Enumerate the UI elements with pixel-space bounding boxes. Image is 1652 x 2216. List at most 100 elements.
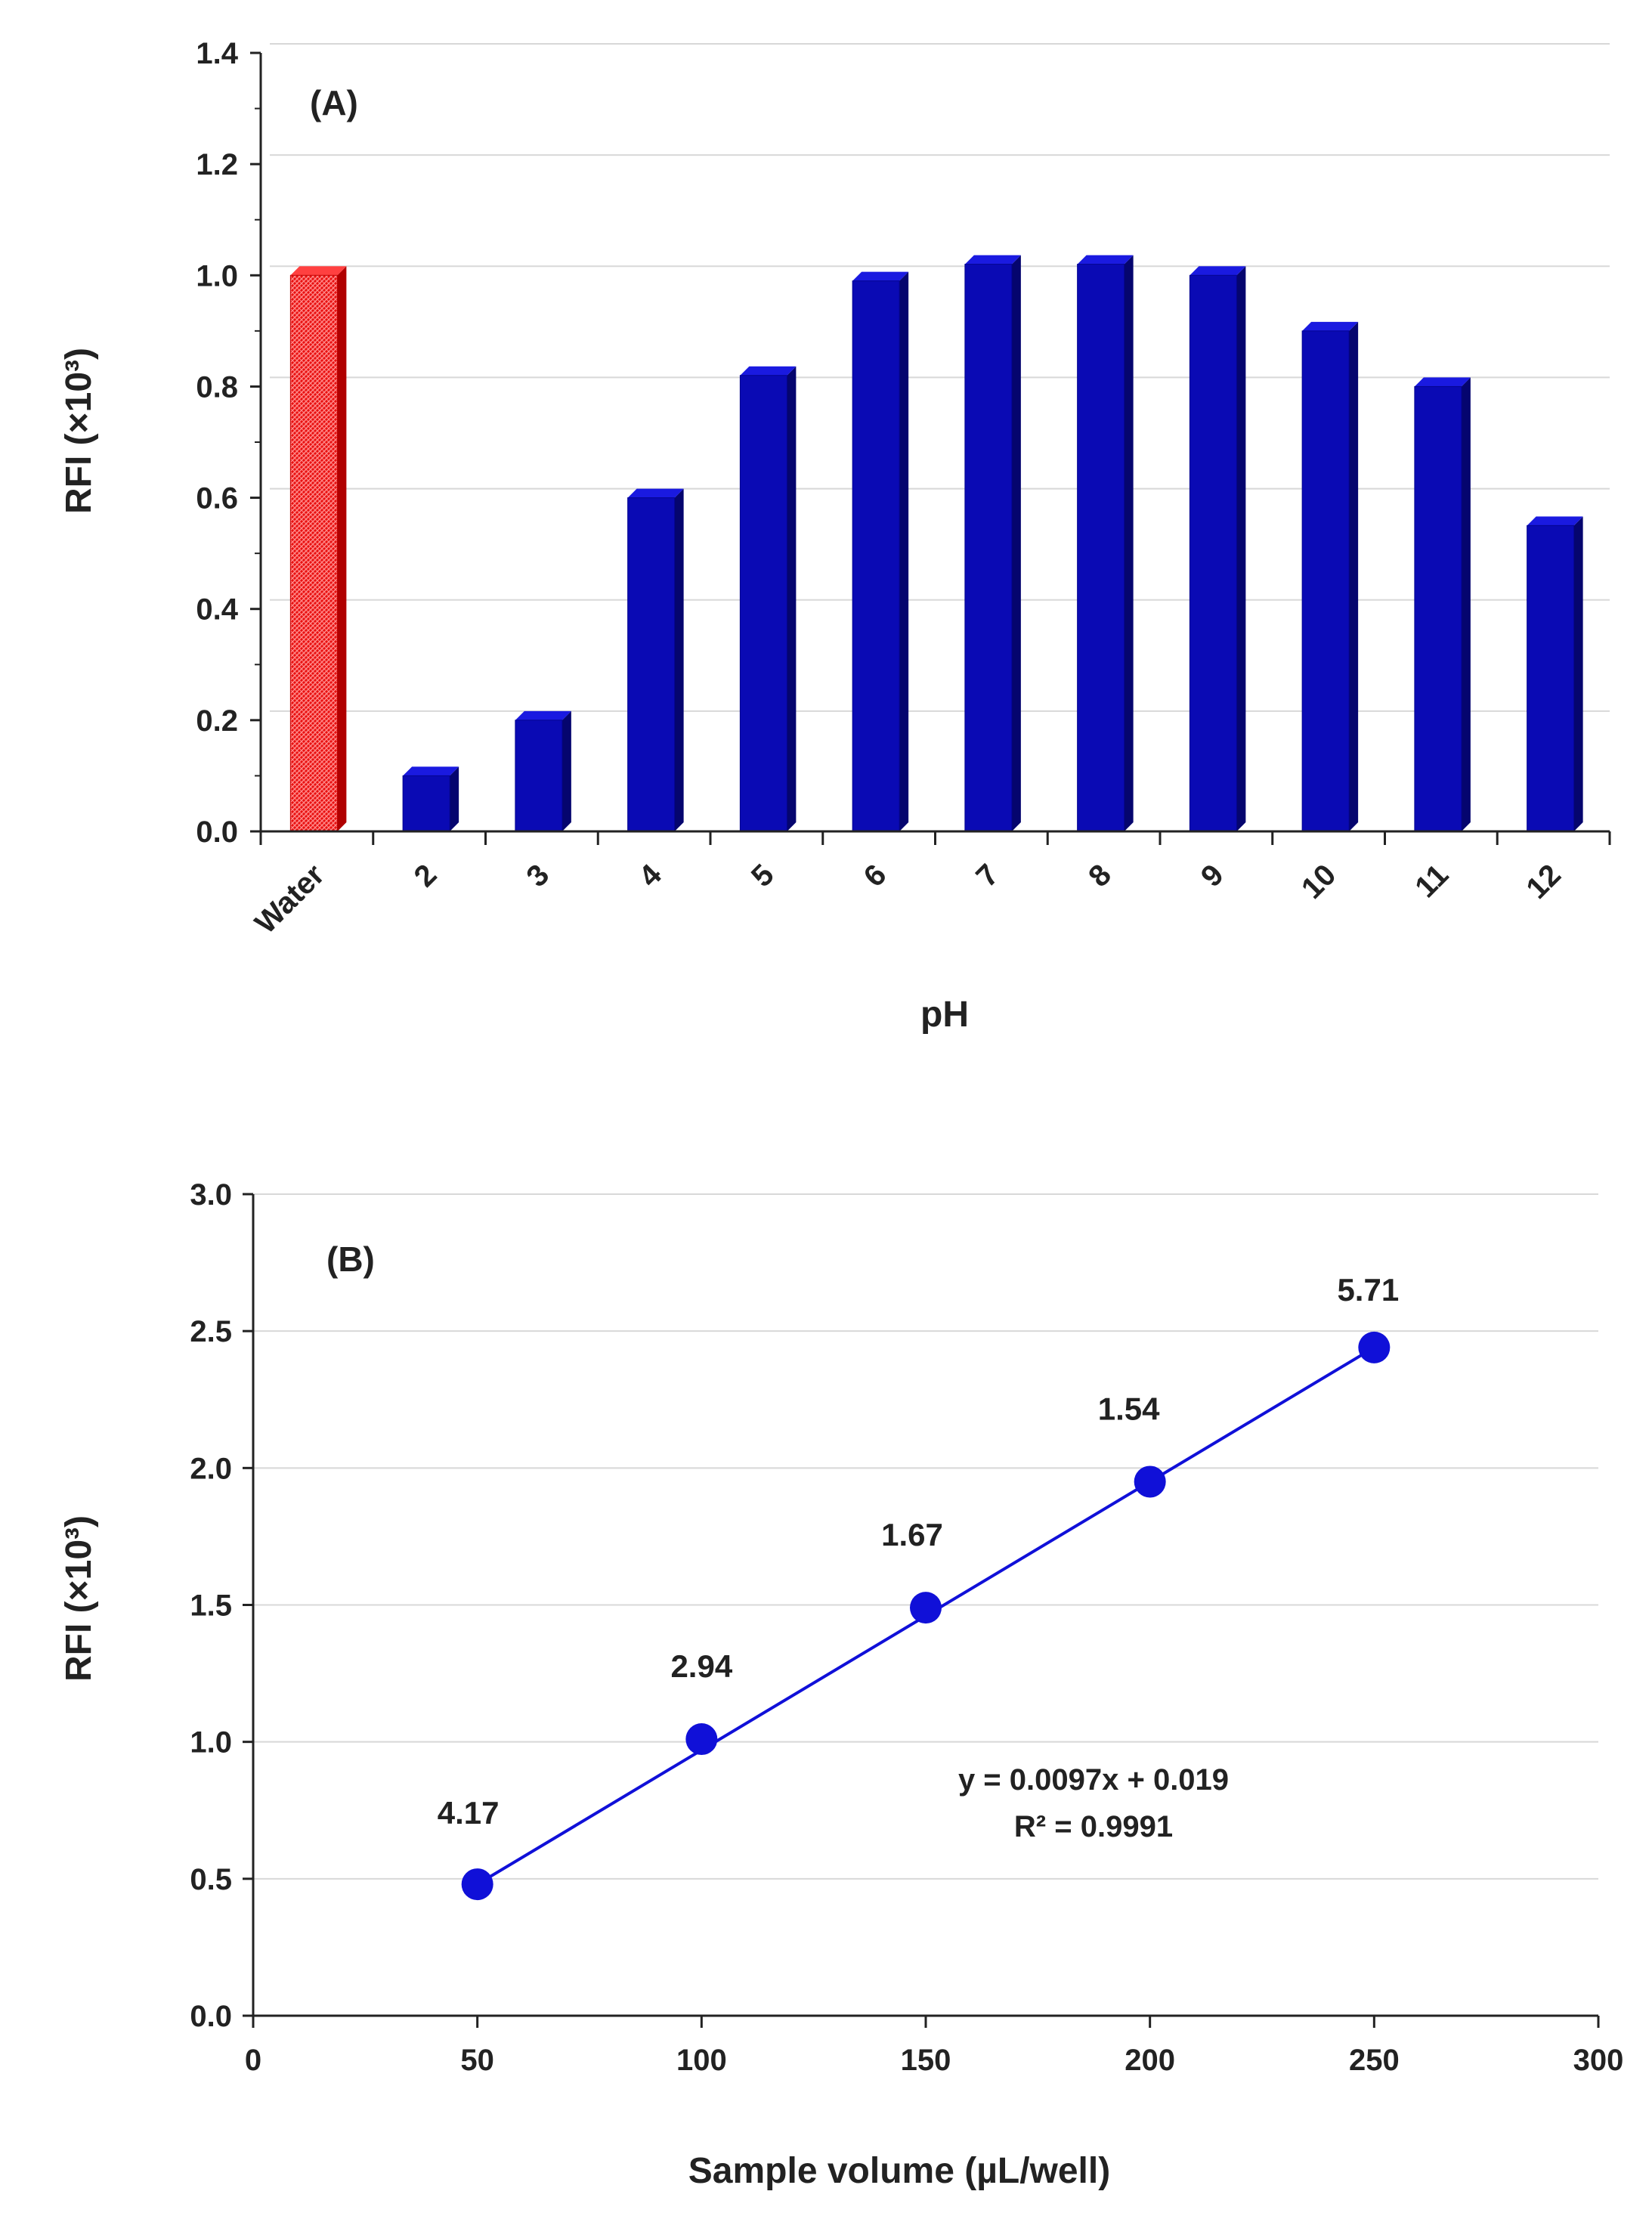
chart-b-x-tick-label: 250	[1349, 2044, 1400, 2077]
bar-top-face	[1190, 266, 1246, 276]
chart-b-point-labels: 4.17 2.94 1.67 1.54 5.71	[438, 1272, 1399, 1831]
chart-b-point	[685, 1723, 718, 1756]
chart-b-x-tick-label: 50	[460, 2044, 494, 2077]
chart-b-x-tick-label: 100	[676, 2044, 727, 2077]
chart-a-y-tick-label: 1.0	[196, 259, 238, 292]
chart-b: 0.0 0.5 1.0 1.5 2.0 2.5 3.0 0 50 100 150 200 250 300…	[59, 1178, 1623, 2191]
bar-front-face	[739, 375, 787, 832]
chart-a-x-tick-label: 8	[1082, 858, 1118, 893]
bar-front-face	[1189, 274, 1237, 832]
bar-ph-10	[1301, 321, 1359, 832]
bar-top-face	[1077, 255, 1134, 265]
bar-front-face	[1077, 264, 1125, 832]
bar-ph-7	[964, 255, 1021, 832]
bar-top-face	[740, 366, 797, 376]
chart-a-x-tick-label: Water	[249, 858, 331, 940]
chart-a-y-axis-title: RFI (×10³)	[59, 348, 99, 514]
bar-top-face	[964, 255, 1021, 265]
bar-side-face	[1124, 255, 1134, 832]
chart-a-x-tick-label: 10	[1295, 858, 1343, 905]
bar-front-face	[964, 264, 1013, 832]
bar-ph-8	[1077, 255, 1134, 832]
bar-front-face	[515, 720, 563, 832]
bar-ph-6	[852, 271, 909, 832]
chart-a-y-tick-labels: 0.0 0.2 0.4 0.6 0.8 1.0 1.2 1.4	[196, 37, 238, 849]
chart-b-point-label: 5.71	[1337, 1272, 1399, 1308]
bar-side-face	[561, 710, 571, 831]
chart-b-y-tick-labels: 0.0 0.5 1.0 1.5 2.0 2.5 3.0	[190, 1178, 232, 2033]
bar-top-face	[852, 271, 909, 281]
bar-front-face	[852, 280, 900, 832]
chart-b-x-axis-title: Sample volume (µL/well)	[688, 2151, 1110, 2191]
chart-a-axes	[250, 51, 1611, 845]
chart-b-point	[1134, 1465, 1166, 1498]
chart-b-y-tick-label: 0.5	[190, 1863, 232, 1896]
bar-ph-9	[1189, 266, 1246, 832]
chart-b-axes	[243, 1193, 1600, 2028]
chart-b-y-tick-label: 0.0	[190, 2000, 232, 2033]
chart-b-equation: y = 0.0097x + 0.019	[958, 1763, 1229, 1797]
bar-side-face	[1011, 255, 1021, 832]
chart-a-y-tick-label: 0.2	[196, 704, 238, 738]
chart-a-y-tick-label: 0.0	[196, 816, 238, 849]
chart-a-x-tick-label: 3	[520, 858, 555, 893]
chart-b-point	[1358, 1331, 1391, 1363]
chart-a-x-tick-labels: Water 2 3 4 5 6 7 8 9 10 11 12	[249, 858, 1567, 940]
bar-front-face	[289, 274, 338, 832]
chart-a-x-tick-label: 11	[1409, 858, 1455, 904]
chart-b-r-squared: R² = 0.9991	[1014, 1810, 1173, 1843]
chart-a: 0.0 0.2 0.4 0.6 0.8 1.0 1.2 1.4 Water 2 3 4 5 6 7 8 9 10…	[59, 37, 1611, 1035]
chart-a-panel-label: (A)	[310, 83, 358, 122]
bar-top-face	[290, 266, 347, 276]
chart-a-x-tick-label: 7	[970, 858, 1005, 893]
bar-side-face	[1461, 377, 1471, 831]
chart-a-y-tick-label: 1.4	[196, 37, 238, 70]
bar-side-face	[899, 271, 909, 832]
chart-b-point-label: 1.67	[881, 1517, 943, 1552]
bar-front-face	[1301, 330, 1350, 832]
bar-front-face	[1527, 525, 1575, 832]
bar-top-face	[1302, 321, 1359, 331]
chart-b-point-label: 2.94	[670, 1648, 732, 1684]
bar-side-face	[787, 366, 797, 831]
chart-a-y-tick-label: 0.4	[196, 593, 238, 627]
chart-b-x-tick-label: 0	[245, 2044, 261, 2077]
bar-side-face	[674, 488, 684, 831]
chart-b-x-tick-label: 300	[1573, 2044, 1624, 2077]
bar-ph-4	[627, 488, 684, 832]
bar-top-face	[515, 710, 571, 720]
bar-ph-3	[515, 710, 571, 832]
bar-top-face	[627, 488, 684, 498]
bar-side-face	[1349, 321, 1359, 831]
chart-b-y-tick-label: 3.0	[190, 1178, 232, 1212]
chart-b-y-tick-label: 2.5	[190, 1315, 232, 1348]
chart-a-x-tick-label: 12	[1520, 858, 1567, 905]
chart-b-point-label: 4.17	[438, 1795, 500, 1831]
bar-water	[289, 266, 347, 832]
chart-a-y-tick-label: 0.6	[196, 482, 238, 515]
chart-a-y-tick-label: 0.8	[196, 370, 238, 404]
bar-top-face	[403, 766, 459, 776]
chart-b-y-tick-label: 1.0	[190, 1726, 232, 1759]
chart-b-y-tick-label: 1.5	[190, 1589, 232, 1623]
chart-b-point	[910, 1592, 942, 1624]
chart-b-x-tick-label: 150	[901, 2044, 951, 2077]
chart-b-x-tick-label: 200	[1125, 2044, 1175, 2077]
bar-side-face	[1573, 516, 1583, 831]
chart-a-gridlines	[270, 43, 1610, 712]
bar-top-face	[1527, 516, 1583, 526]
chart-b-point	[461, 1868, 493, 1901]
chart-a-x-axis-title: pH	[920, 995, 969, 1035]
bar-side-face	[337, 266, 347, 831]
bar-ph-12	[1527, 516, 1583, 832]
chart-a-y-tick-label: 1.2	[196, 148, 238, 181]
bar-side-face	[450, 766, 459, 831]
chart-a-x-tick-label: 4	[633, 858, 668, 893]
bar-side-face	[1236, 266, 1246, 831]
chart-b-y-axis-title: RFI (×10³)	[59, 1515, 99, 1682]
bar-ph-5	[739, 366, 797, 832]
chart-a-bars	[289, 255, 1583, 832]
chart-a-x-tick-label: 6	[858, 858, 893, 893]
chart-a-x-tick-label: 9	[1195, 858, 1230, 893]
